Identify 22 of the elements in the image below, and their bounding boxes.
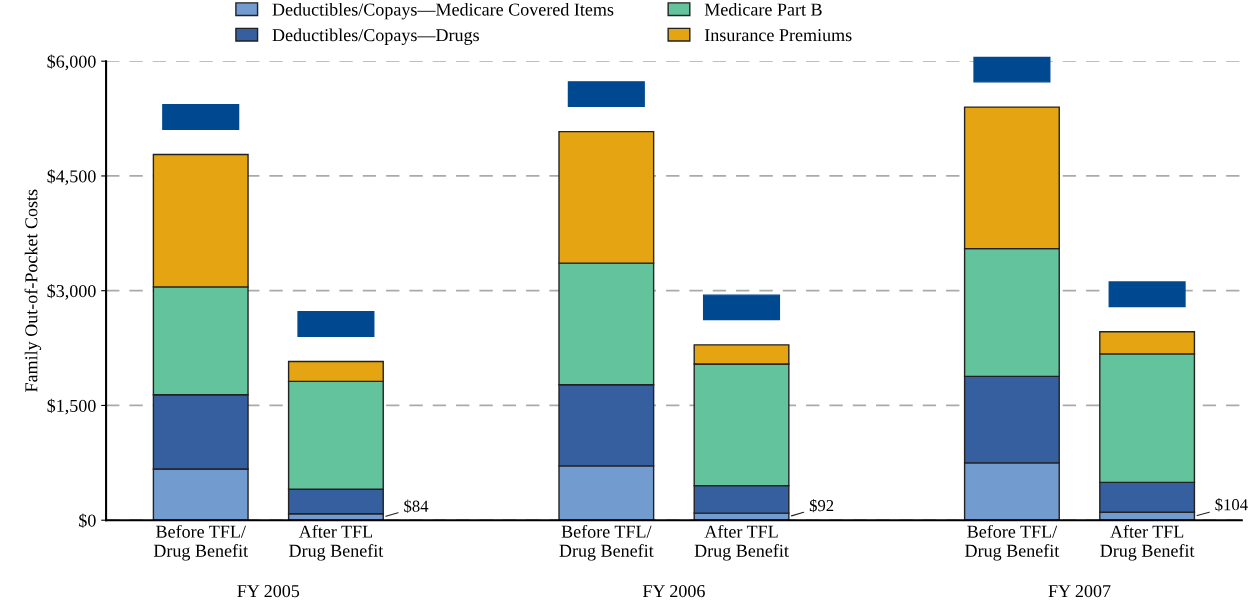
x-tick-label: After TFL Drug Benefit <box>1100 524 1195 561</box>
y-tick-label: $0 <box>79 513 96 528</box>
x-tick-label: Before TFL/ Drug Benefit <box>559 524 654 561</box>
data-label: $84 <box>404 499 429 513</box>
legend-label: Medicare Part B <box>704 2 822 16</box>
legend-label: Deductibles/Copays—Drugs <box>272 28 479 45</box>
data-label: $104 <box>1215 498 1248 512</box>
legend-label: Deductibles/Copays—Medicare Covered Items <box>272 2 614 20</box>
data-label: $92 <box>809 498 834 513</box>
y-tick-label: $1,500 <box>47 398 96 415</box>
y-tick-label: $4,500 <box>47 169 96 185</box>
text: FY 2007 <box>1048 584 1111 598</box>
y-axis-title: Family Out-of-Pocket Costs <box>24 189 42 392</box>
x-tick-label: After TFL Drug Benefit <box>694 524 789 561</box>
legend-label: Insurance Premiums <box>704 29 852 42</box>
text: FY 2006 <box>642 584 705 598</box>
x-tick-label: Before TFL/ Drug Benefit <box>153 524 248 561</box>
x-tick-label: Before TFL/ Drug Benefit <box>965 524 1060 561</box>
x-tick-label: After TFL Drug Benefit <box>289 524 384 561</box>
y-tick-label: $6,000 <box>47 54 96 71</box>
text: FY 2005 <box>237 584 300 598</box>
y-tick-label: $3,000 <box>47 283 96 300</box>
